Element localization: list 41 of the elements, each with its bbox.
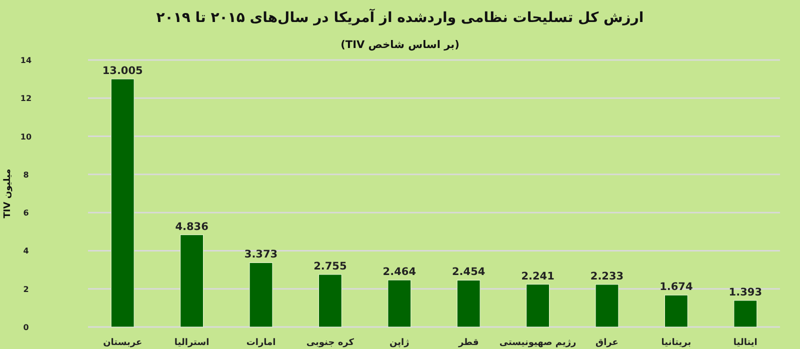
y-tick-label: 0 — [23, 323, 30, 332]
data-label: 2.755 — [314, 260, 347, 272]
chart-subtitle: (بر اساس شاخص TIV) — [340, 39, 460, 51]
y-tick-label: 2 — [23, 284, 29, 294]
bar — [249, 262, 273, 328]
bar — [318, 274, 342, 328]
y-tick-label: 12 — [20, 94, 32, 104]
data-label: 1.393 — [728, 286, 762, 298]
x-tick-label: عربستان — [103, 338, 142, 348]
data-label: 2.454 — [452, 266, 486, 278]
bar — [526, 284, 550, 328]
bar — [388, 280, 412, 328]
data-label: 1.674 — [660, 281, 693, 294]
x-tick-label: ایتالیا — [733, 338, 758, 348]
x-tick-label: امارات — [246, 338, 276, 348]
x-tick-label: استرالیا — [174, 338, 210, 348]
bar — [110, 78, 134, 328]
bar — [664, 294, 688, 328]
x-tick-label: رژیم صهیونیستی — [499, 338, 576, 348]
bar — [456, 280, 480, 328]
data-label: 2.233 — [590, 270, 624, 282]
y-tick-label: 6 — [23, 208, 30, 218]
chart-title: ارزش کل تسلیحات نظامی واردشده از آمریکا در سال‌های ۲۰۱۵ تا ۲۰۱۹ — [156, 8, 644, 26]
bar — [734, 300, 758, 328]
y-tick-label: 8 — [23, 170, 30, 180]
data-label: 3.373 — [244, 248, 278, 261]
y-tick-label: 10 — [20, 132, 32, 142]
y-tick-label: 4 — [23, 246, 30, 256]
bar — [595, 284, 619, 328]
x-tick-label: قطر — [457, 338, 479, 348]
x-tick-label: بریتانیا — [661, 338, 692, 348]
y-tick-label: 14 — [20, 56, 32, 65]
y-axis-title: میلیون TIV — [3, 168, 13, 218]
data-label: 2.241 — [521, 270, 554, 282]
data-label: 4.836 — [175, 220, 208, 233]
x-tick-label: کره جنوبی — [306, 338, 355, 348]
x-tick-label: عراق — [596, 338, 618, 348]
x-tick-label: ژاپن — [390, 338, 410, 348]
data-label: 2.464 — [382, 266, 416, 278]
bar — [180, 234, 204, 328]
data-label: 13.005 — [102, 64, 143, 77]
